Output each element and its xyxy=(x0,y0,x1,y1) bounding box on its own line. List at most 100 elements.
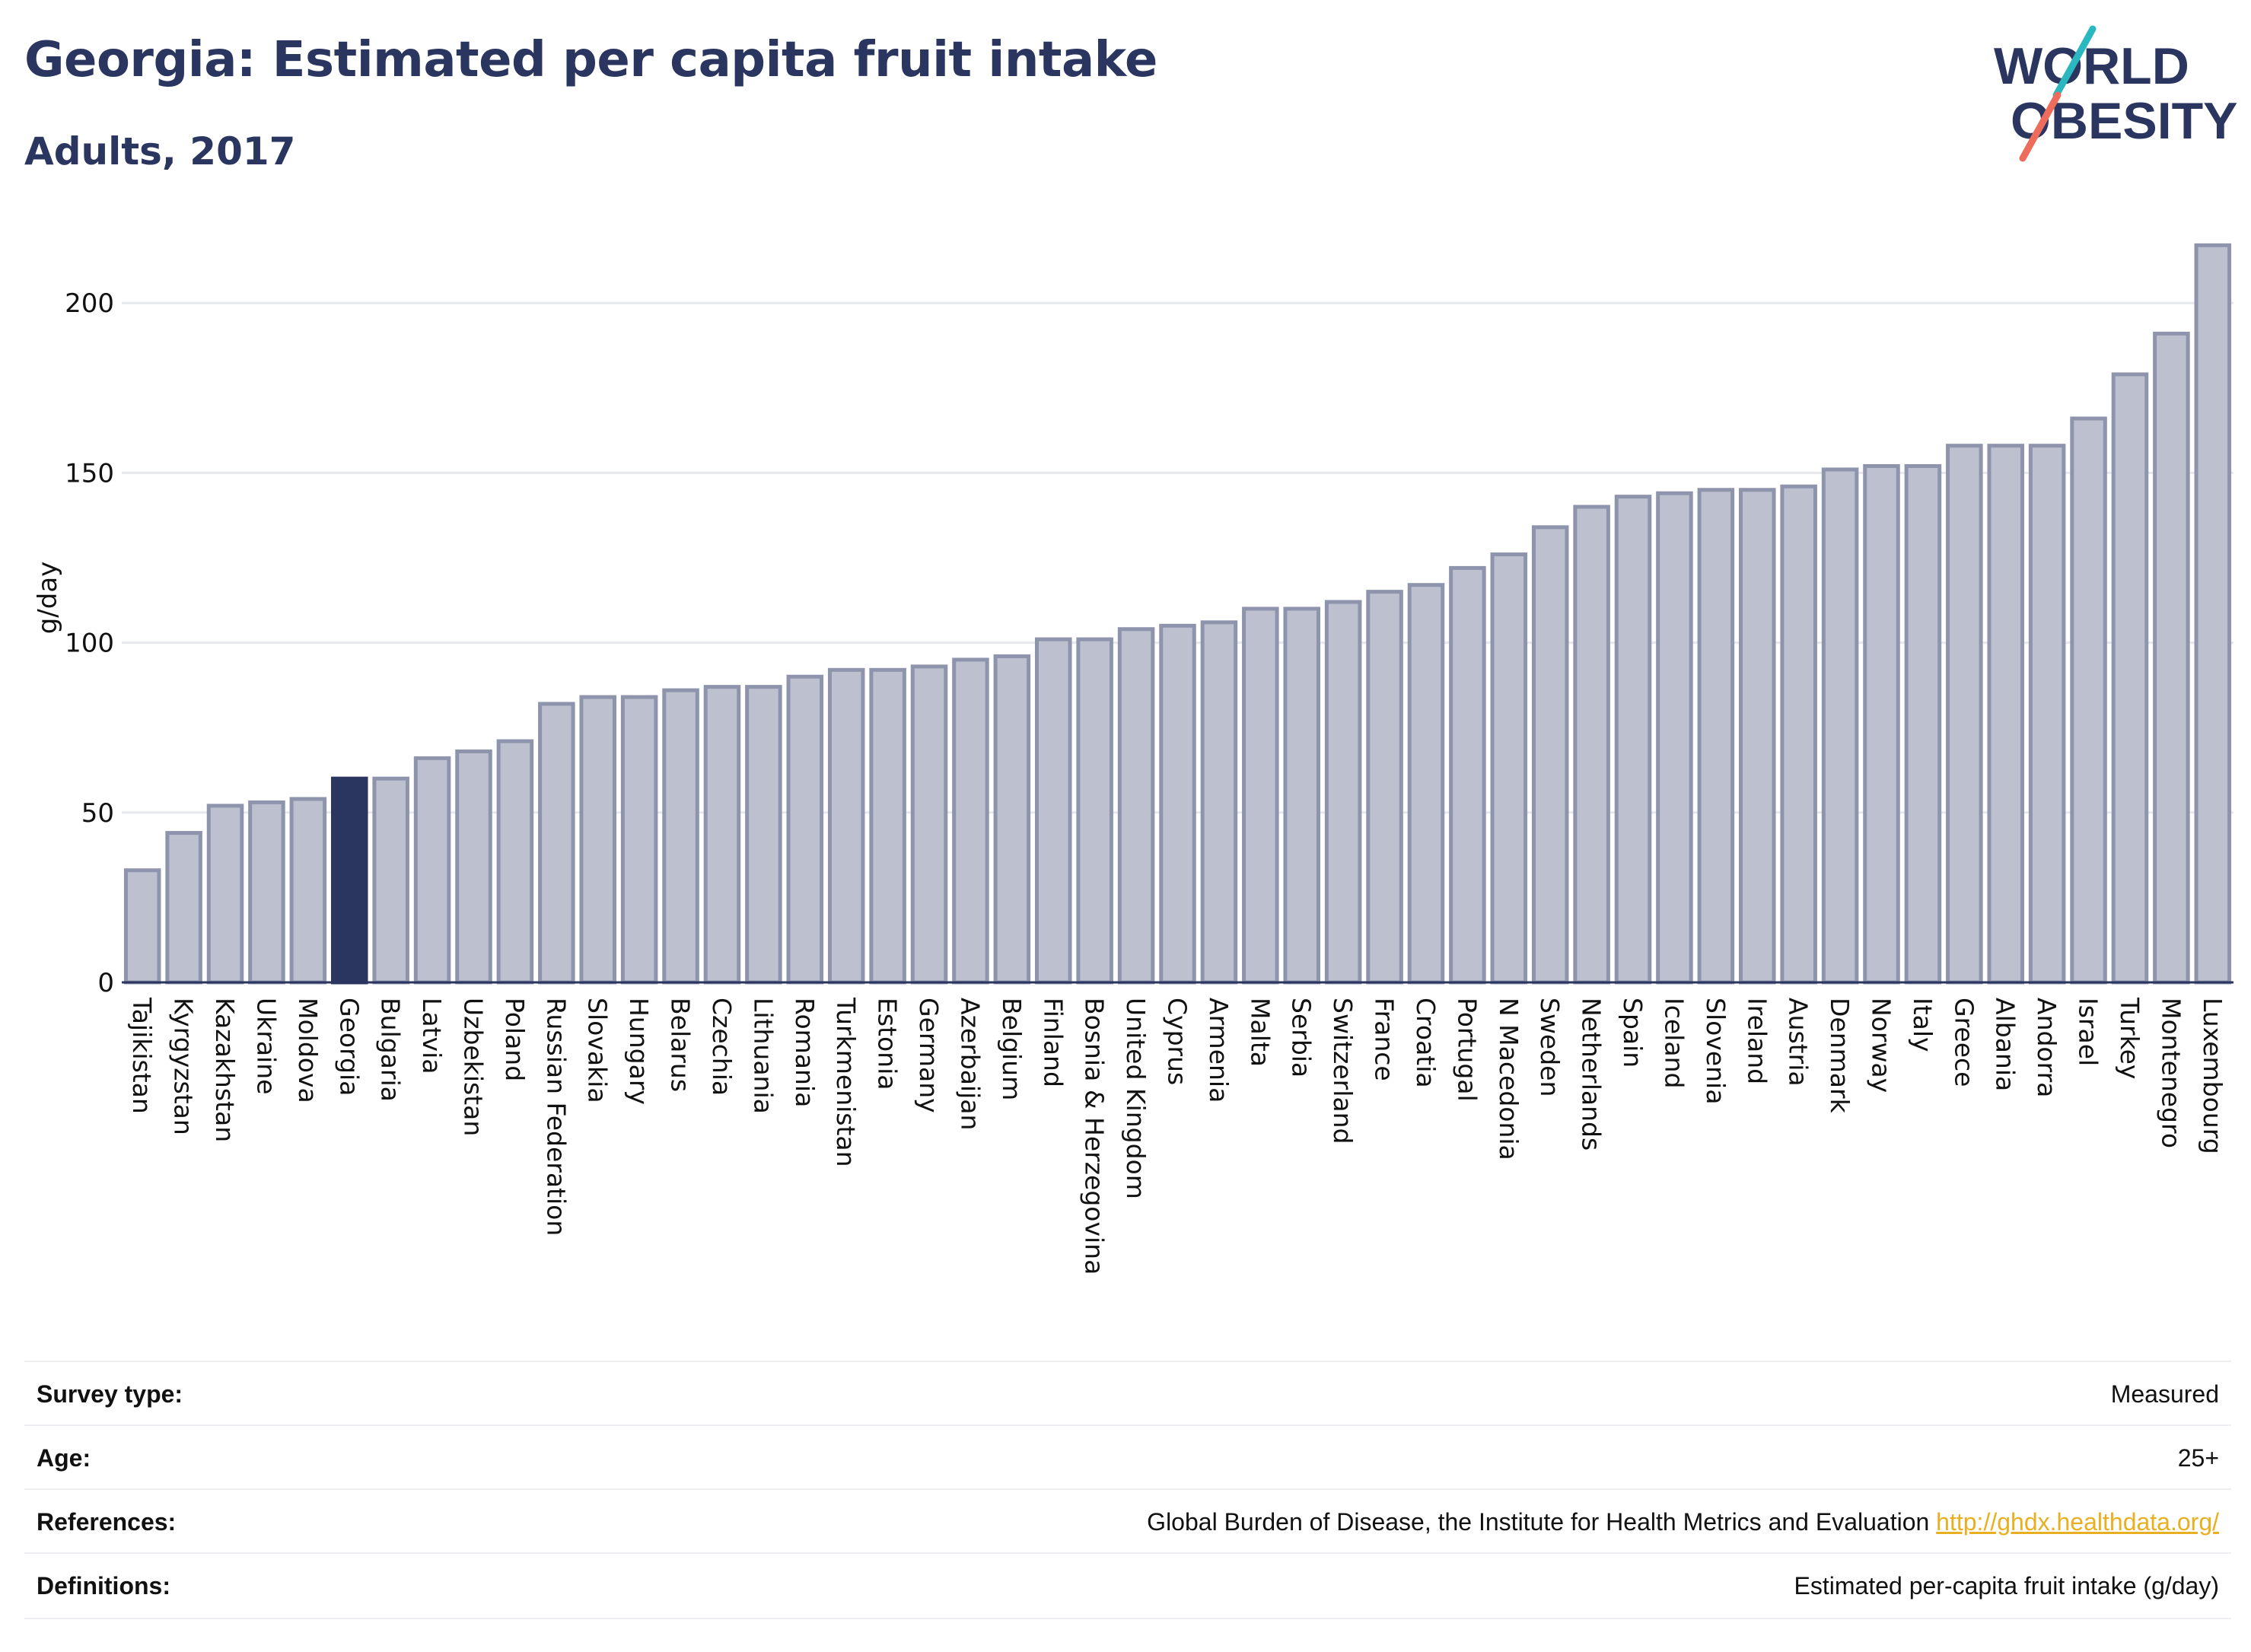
x-tick-label: Portugal xyxy=(1452,998,1482,1102)
bar-lithuania xyxy=(745,685,782,985)
info-label: Age: xyxy=(37,1444,91,1472)
x-tick-label: Albania xyxy=(1991,998,2020,1091)
x-tick-label: Romania xyxy=(790,998,820,1107)
bar-portugal xyxy=(1449,565,1486,985)
bar-kazakhstan xyxy=(206,804,244,985)
bar-malta xyxy=(1242,606,1279,985)
x-tick-label: Italy xyxy=(1908,998,1937,1052)
logo-slash-coral xyxy=(2019,91,2062,162)
x-tick-label: Belarus xyxy=(666,998,696,1092)
y-tick-label: 0 xyxy=(97,968,114,998)
x-tick-label: Estonia xyxy=(873,998,903,1090)
x-tick-label: Kazakhstan xyxy=(210,998,240,1142)
logo-word-world: WORLD xyxy=(1994,37,2189,95)
x-tick-label: Slovenia xyxy=(1701,998,1730,1104)
y-axis-label: g/day xyxy=(33,562,63,635)
x-tick-label: Cyprus xyxy=(1163,998,1192,1085)
y-axis-ticks: 0 50 100 150 200 xyxy=(65,288,114,998)
x-tick-label: N Macedonia xyxy=(1494,998,1523,1160)
x-tick-label: Malta xyxy=(1245,998,1275,1067)
bar-czechia xyxy=(703,685,741,985)
logo-slash-teal xyxy=(2052,25,2097,99)
x-tick-label: Russian Federation xyxy=(541,998,571,1236)
bar-greece xyxy=(1946,444,1983,985)
x-tick-label: Azerbaijan xyxy=(955,998,985,1130)
bar-ukraine xyxy=(248,800,285,985)
x-tick-label: Luxembourg xyxy=(2198,998,2227,1154)
x-tick-label: Kyrgyzstan xyxy=(169,998,199,1135)
x-tick-label: Uzbekistan xyxy=(459,998,489,1136)
x-tick-label: Ireland xyxy=(1742,998,1772,1084)
bar-turkey xyxy=(2111,372,2149,985)
bar-serbia xyxy=(1283,606,1320,985)
bar-albania xyxy=(1987,444,2025,985)
x-tick-label: Croatia xyxy=(1411,998,1441,1088)
x-tick-label: Montenegro xyxy=(2156,998,2186,1148)
bar-sweden xyxy=(1531,525,1569,985)
bar-latvia xyxy=(413,756,451,985)
info-row-references: References: Global Burden of Disease, th… xyxy=(24,1488,2231,1554)
x-axis-tick-labels: Tajikistan Kyrgyzstan Kazakhstan Ukraine Mol… xyxy=(127,997,2227,1275)
x-tick-label: Germany xyxy=(914,998,944,1113)
bar-austria xyxy=(1780,484,1817,985)
logo-word-obesity: OBESITY xyxy=(2011,92,2237,150)
bar-spain xyxy=(1614,495,1652,985)
bar-andorra xyxy=(2028,444,2066,985)
bar-turkmenistan xyxy=(827,667,865,985)
bar-uzbekistan xyxy=(455,749,492,985)
bar-azerbaijan xyxy=(952,657,989,985)
x-tick-label: United Kingdom xyxy=(1121,998,1151,1199)
bar-france xyxy=(1366,590,1403,985)
x-tick-label: Norway xyxy=(1867,998,1896,1093)
x-tick-label: Greece xyxy=(1949,998,1979,1087)
bar-luxembourg xyxy=(2194,243,2232,985)
x-tick-label: Bosnia & Herzegovina xyxy=(1080,998,1110,1275)
bar-n-macedonia xyxy=(1490,552,1528,985)
x-tick-label: Ukraine xyxy=(251,998,281,1094)
info-row-definitions: Definitions: Estimated per-capita fruit … xyxy=(24,1552,2231,1619)
bars xyxy=(123,243,2232,985)
x-tick-label: Denmark xyxy=(1825,998,1855,1114)
info-value: Global Burden of Disease, the Institute … xyxy=(1147,1508,2219,1536)
info-label: Definitions: xyxy=(37,1572,170,1599)
bar-estonia xyxy=(869,667,906,985)
x-tick-label: Poland xyxy=(500,998,530,1081)
bar-montenegro xyxy=(2153,331,2190,985)
bar-romania xyxy=(786,674,824,985)
x-tick-label: Switzerland xyxy=(1328,998,1358,1144)
bar-norway xyxy=(1863,463,1900,985)
bar-georgia xyxy=(331,776,368,985)
info-row-age: Age: 25+ xyxy=(24,1424,2231,1490)
x-tick-label: Czechia xyxy=(707,998,737,1096)
bar-ireland xyxy=(1739,488,1776,985)
bar-switzerland xyxy=(1324,600,1362,985)
x-tick-label: Moldova xyxy=(293,998,323,1103)
bar-bosnia-herzegovina xyxy=(1076,637,1113,985)
reference-link[interactable]: http://ghdx.healthdata.org/ xyxy=(1936,1508,2219,1536)
bar-tajikistan xyxy=(123,868,161,985)
x-tick-label: Latvia xyxy=(417,998,447,1074)
bar-iceland xyxy=(1656,491,1693,985)
x-tick-label: Turkey xyxy=(2115,997,2144,1079)
bar-russian-federation xyxy=(538,702,575,985)
bar-united-kingdom xyxy=(1117,627,1155,985)
x-tick-label: Sweden xyxy=(1535,998,1565,1097)
x-tick-label: Iceland xyxy=(1659,998,1689,1088)
x-tick-label: Armenia xyxy=(1204,998,1234,1103)
bar-croatia xyxy=(1407,583,1445,985)
bar-kyrgyzstan xyxy=(165,831,202,985)
reference-text: Global Burden of Disease, the Institute … xyxy=(1147,1508,1930,1536)
info-value: Measured xyxy=(2110,1380,2219,1408)
x-tick-label: Andorra xyxy=(2032,998,2062,1097)
y-tick-label: 150 xyxy=(65,458,114,489)
x-tick-label: Israel xyxy=(2074,998,2103,1066)
bar-cyprus xyxy=(1159,623,1196,985)
y-tick-label: 100 xyxy=(65,629,114,659)
bar-netherlands xyxy=(1573,505,1610,985)
bar-slovakia xyxy=(579,695,616,985)
bar-finland xyxy=(1035,637,1072,985)
bar-chart: 0 50 100 150 200 Tajikistan Kyrgyzstan Kazakhs… xyxy=(33,243,2233,1275)
x-tick-label: Finland xyxy=(1038,998,1068,1087)
x-tick-label: Spain xyxy=(1618,998,1648,1068)
x-tick-label: Austria xyxy=(1784,998,1813,1087)
